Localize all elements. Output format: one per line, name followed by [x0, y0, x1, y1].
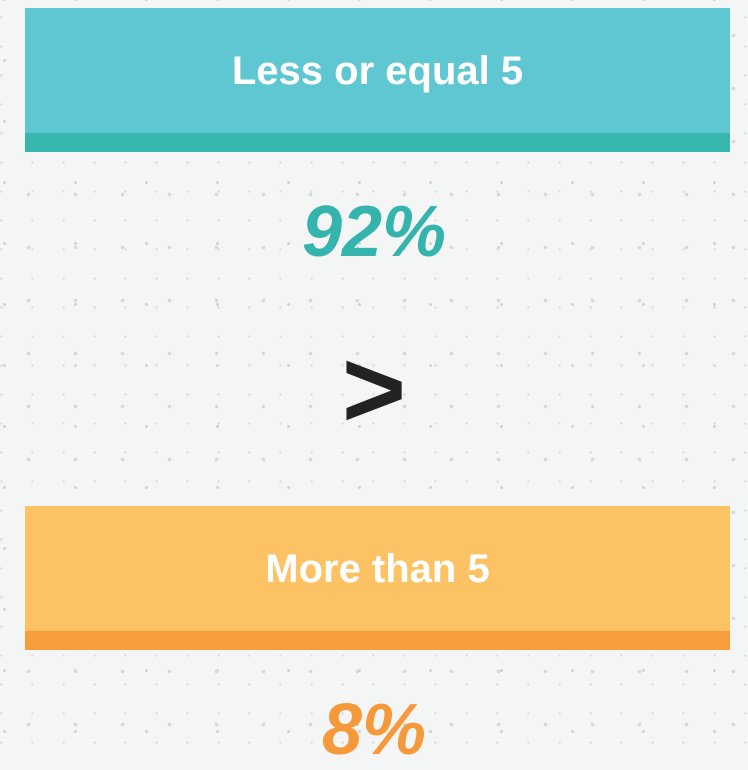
- banner-stripe: [25, 133, 730, 152]
- banner: Less or equal 5: [25, 8, 730, 152]
- banner-stripe: [25, 631, 730, 650]
- comparator: >: [341, 328, 407, 451]
- banner: More than 5: [25, 506, 730, 650]
- banner-label: Less or equal 5: [231, 49, 524, 93]
- banner-label: More than 5: [265, 547, 490, 591]
- percentage: 8%: [321, 690, 427, 770]
- percentage: 92%: [301, 192, 447, 272]
